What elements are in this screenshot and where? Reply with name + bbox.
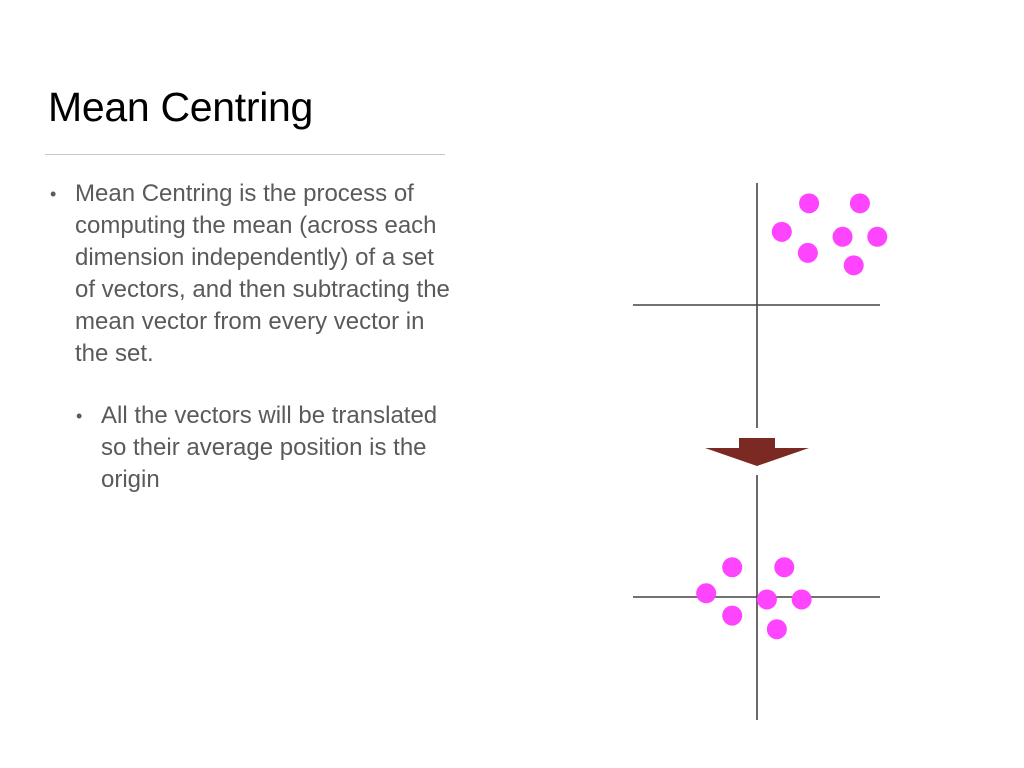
- down-arrow-icon: [705, 438, 809, 466]
- bottom-point-4: [756, 589, 777, 610]
- top-plot-points: [771, 193, 888, 276]
- top-point-5: [867, 226, 888, 247]
- title-divider: [45, 154, 445, 155]
- top-point-3: [771, 221, 792, 242]
- bottom-plot-points: [696, 557, 812, 640]
- bottom-plot: [633, 475, 880, 720]
- top-plot: [633, 183, 888, 428]
- slide-title: Mean Centring: [48, 84, 314, 130]
- bullet-item-main: • Mean Centring is the process of comput…: [0, 178, 460, 370]
- top-point-6: [797, 242, 818, 263]
- top-point-7: [843, 255, 864, 276]
- bullet-dot-icon: •: [50, 184, 57, 204]
- top-point-2: [849, 193, 870, 214]
- bottom-point-7: [766, 619, 787, 640]
- bullet-text-sub: All the vectors will be translated so th…: [101, 402, 438, 493]
- bottom-point-2: [774, 557, 795, 578]
- bottom-point-6: [722, 605, 743, 626]
- bullet-list: • Mean Centring is the process of comput…: [0, 178, 460, 496]
- bullet-item-sub: • All the vectors will be translated so …: [0, 400, 460, 496]
- bullet-text-main: Mean Centring is the process of computin…: [75, 180, 450, 367]
- bottom-point-1: [722, 557, 743, 578]
- bottom-point-5: [791, 589, 812, 610]
- bullet-dot-icon: •: [76, 406, 83, 426]
- bottom-point-3: [696, 583, 717, 604]
- top-point-1: [799, 193, 820, 214]
- top-point-4: [832, 226, 853, 247]
